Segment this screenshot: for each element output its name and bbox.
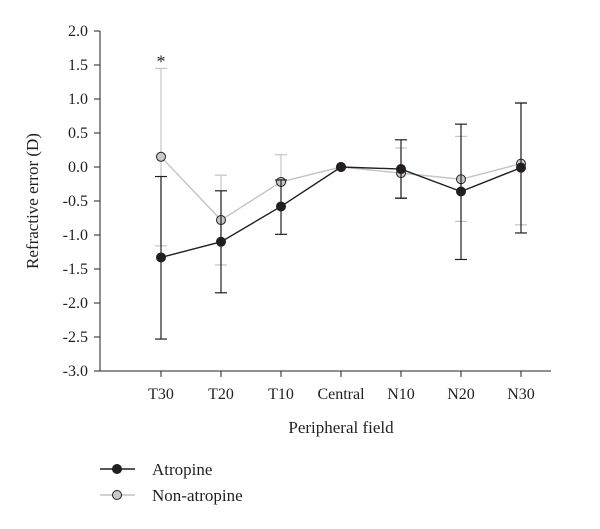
- series-atropine: [155, 102, 527, 340]
- x-tick-label: N10: [387, 386, 415, 403]
- y-tick-label: -2.5: [63, 329, 88, 346]
- series-layer: [155, 67, 527, 340]
- y-tick-label: 0.5: [68, 125, 88, 142]
- data-point-atropine: [456, 186, 466, 197]
- legend-label-non-atropine: Non-atropine: [152, 486, 243, 505]
- x-tick-label: T10: [268, 386, 294, 403]
- series-line-atropine: [160, 166, 522, 259]
- x-tick-label: N20: [447, 386, 475, 403]
- x-axis-title: Peripheral field: [288, 418, 394, 437]
- data-point-atropine: [516, 162, 526, 173]
- x-tick-label: T20: [208, 386, 234, 403]
- data-point-atropine: [276, 201, 286, 212]
- data-point-atropine: [156, 252, 166, 263]
- y-axis-title: Refractive error (D): [23, 133, 42, 269]
- significance-marker: *: [157, 51, 166, 71]
- legend-marker-non-atropine: [112, 490, 122, 500]
- y-tick-label: -2.0: [63, 295, 88, 312]
- x-ticks: T30 T20 T10 Central N10 N20 N30: [148, 371, 535, 403]
- data-point-atropine: [396, 164, 406, 175]
- data-point-atropine: [216, 236, 226, 247]
- annotations: *: [157, 51, 166, 71]
- y-tick-label: -0.5: [63, 193, 88, 210]
- y-tick-label: 2.0: [68, 23, 88, 40]
- axes: [99, 31, 551, 372]
- legend-label-atropine: Atropine: [152, 460, 212, 479]
- y-tick-label: 1.0: [68, 91, 88, 108]
- data-point-non-atropine: [156, 151, 166, 162]
- y-tick-label: 1.5: [68, 57, 88, 74]
- x-tick-label: Central: [317, 386, 365, 403]
- legend-marker-atropine: [112, 464, 122, 474]
- y-tick-label: -1.5: [63, 261, 88, 278]
- legend: Atropine Non-atropine: [100, 460, 243, 505]
- y-tick-label: 0.0: [68, 159, 88, 176]
- x-tick-label: T30: [148, 386, 174, 403]
- data-point-atropine: [336, 162, 346, 172]
- x-tick-label: N30: [507, 386, 535, 403]
- y-tick-label: -3.0: [63, 363, 88, 380]
- y-ticks: 2.0 1.5 1.0 0.5 0.0 -0.5 -1.0 -1.5 -2.0 -2.5 -3.0: [63, 23, 100, 380]
- y-tick-label: -1.0: [63, 227, 88, 244]
